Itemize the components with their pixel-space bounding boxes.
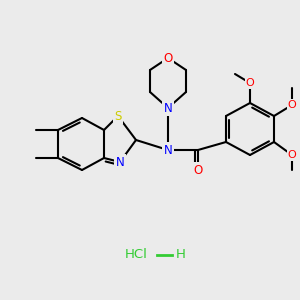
Text: N: N: [164, 101, 172, 115]
Text: O: O: [246, 78, 254, 88]
Text: O: O: [288, 150, 296, 160]
Text: N: N: [164, 143, 172, 157]
Text: H: H: [176, 248, 186, 262]
Text: O: O: [164, 52, 172, 64]
Text: HCl: HCl: [125, 248, 148, 262]
Text: O: O: [288, 100, 296, 110]
Text: S: S: [114, 110, 122, 122]
Text: O: O: [194, 164, 202, 176]
Text: N: N: [116, 155, 124, 169]
